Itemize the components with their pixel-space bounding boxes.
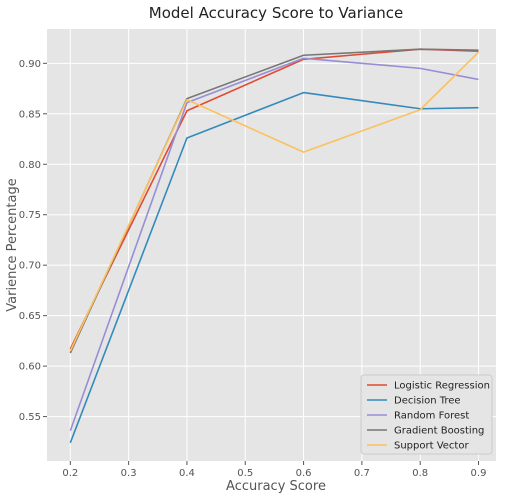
x-tick-label: 0.6: [296, 468, 312, 479]
x-tick-label: 0.7: [354, 468, 370, 479]
legend-label: Logistic Regression: [394, 381, 490, 392]
y-axis-label: Varience Percentage: [5, 178, 20, 311]
x-tick-label: 0.8: [412, 468, 428, 479]
x-tick-label: 0.2: [62, 468, 78, 479]
x-tick-label: 0.9: [471, 468, 487, 479]
series-line-support-vector: [69, 51, 480, 352]
axis-ticks: 0.2 0.3 0.4 0.5 0.6 0.7 0.8 0.9 0.55 0.60 0.65 0.70…: [19, 59, 487, 479]
legend-label: Random Forest: [394, 411, 469, 422]
legend-label: Support Vector: [394, 441, 469, 452]
series-line-random-forest: [69, 57, 479, 431]
y-tick-label: 0.70: [19, 261, 41, 272]
series-lines: [69, 48, 480, 444]
y-tick-label: 0.75: [19, 210, 41, 221]
y-tick-label: 0.85: [19, 109, 41, 120]
x-tick-label: 0.3: [121, 468, 137, 479]
y-tick-label: 0.80: [19, 160, 41, 171]
series-line-decision-tree: [69, 91, 479, 444]
x-axis-label: Accuracy Score: [226, 479, 326, 494]
legend: Logistic Regression Decision Tree Random F…: [360, 374, 493, 455]
x-tick-label: 0.5: [237, 468, 253, 479]
y-tick-label: 0.65: [19, 311, 41, 322]
y-tick-label: 0.55: [19, 412, 41, 423]
chart-title: Model Accuracy Score to Variance: [149, 4, 403, 22]
legend-box: [360, 374, 493, 455]
legend-label: Gradient Boosting: [394, 426, 484, 437]
y-tick-label: 0.90: [19, 59, 41, 70]
y-tick-label: 0.60: [19, 362, 41, 373]
legend-label: Decision Tree: [394, 396, 461, 407]
x-tick-label: 0.4: [179, 468, 195, 479]
